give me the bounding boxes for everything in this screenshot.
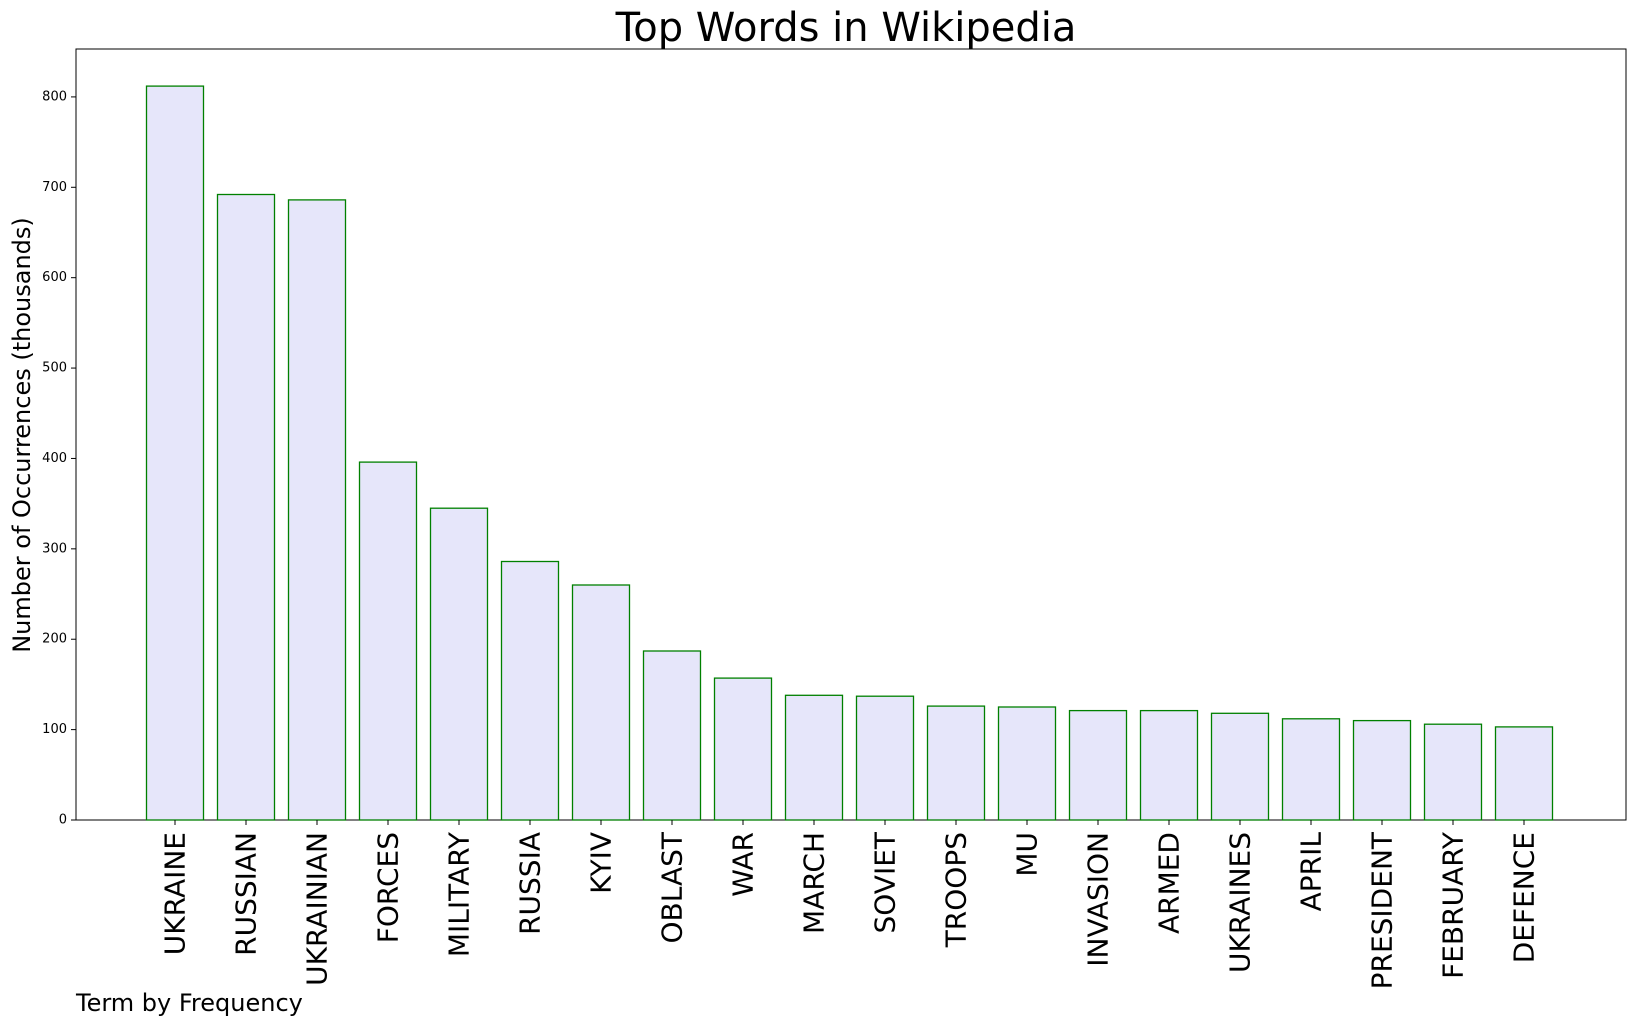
- bar-invasion: [1068, 709, 1128, 821]
- x-tick-label: UKRAINE: [159, 832, 192, 955]
- x-tick-label: PRESIDENT: [1366, 831, 1399, 989]
- x-tick-label: MU: [1011, 832, 1044, 877]
- x-tick-label: KYIV: [585, 832, 618, 894]
- bar-kyiv: [571, 584, 631, 821]
- bar-russian: [216, 193, 276, 821]
- bars-group: [145, 85, 1554, 821]
- y-tick-label: 600: [42, 270, 67, 285]
- chart-title: Top Words in Wikipedia: [615, 5, 1077, 51]
- x-tick-label: ARMED: [1153, 832, 1186, 934]
- y-tick-label: 400: [42, 451, 67, 466]
- y-tick-label: 800: [42, 89, 67, 104]
- bar-soviet: [855, 695, 915, 821]
- bar-ukraines: [1210, 712, 1270, 821]
- y-tick-label: 300: [42, 541, 67, 556]
- bar-mu: [997, 706, 1057, 821]
- y-axis-ticks: 0 100 200 300 400 500 600 700 800: [42, 89, 76, 828]
- bar-president: [1352, 719, 1412, 821]
- x-tick-label: RUSSIAN: [230, 832, 263, 956]
- x-tick-label: UKRAINIAN: [301, 832, 334, 986]
- bar-april: [1281, 718, 1341, 821]
- bar-oblast: [642, 650, 702, 821]
- x-axis-label: Term by Frequency: [75, 989, 303, 1017]
- y-tick-label: 100: [42, 722, 67, 737]
- bar-war: [713, 677, 773, 821]
- x-tick-label: FEBRUARY: [1437, 831, 1470, 979]
- x-tick-label: TROOPS: [940, 832, 973, 948]
- x-tick-label: APRIL: [1295, 832, 1328, 912]
- bar-russia: [500, 560, 560, 821]
- y-tick-label: 0: [59, 813, 67, 828]
- bar-military: [429, 507, 489, 821]
- y-tick-label: 500: [42, 361, 67, 376]
- bar-troops: [926, 705, 986, 821]
- bar-forces: [358, 461, 418, 821]
- x-tick-label: SOVIET: [869, 831, 902, 933]
- bar-ukraine: [145, 85, 205, 821]
- bar-february: [1423, 723, 1483, 821]
- y-axis-label: Number of Occurrences (thousands): [8, 217, 36, 653]
- x-tick-label: MILITARY: [443, 831, 476, 957]
- y-tick-label: 700: [42, 180, 67, 195]
- bar-ukrainian: [287, 199, 347, 821]
- plot-frame: [75, 48, 1627, 821]
- x-tick-label: RUSSIA: [514, 832, 547, 935]
- x-axis-ticks: UKRAINE RUSSIAN UKRAINIAN FORCES MILITARY RUS…: [159, 820, 1541, 989]
- bar-armed: [1139, 709, 1199, 821]
- y-tick-label: 200: [42, 632, 67, 647]
- x-tick-label: DEFENCE: [1508, 832, 1541, 963]
- x-tick-label: FORCES: [372, 832, 405, 943]
- bar-defence: [1494, 726, 1554, 821]
- x-tick-label: OBLAST: [656, 831, 689, 943]
- bar-march: [784, 694, 844, 821]
- x-tick-label: MARCH: [798, 832, 831, 934]
- x-tick-label: INVASION: [1082, 832, 1115, 967]
- x-tick-label: UKRAINES: [1224, 832, 1257, 973]
- x-tick-label: WAR: [727, 832, 760, 897]
